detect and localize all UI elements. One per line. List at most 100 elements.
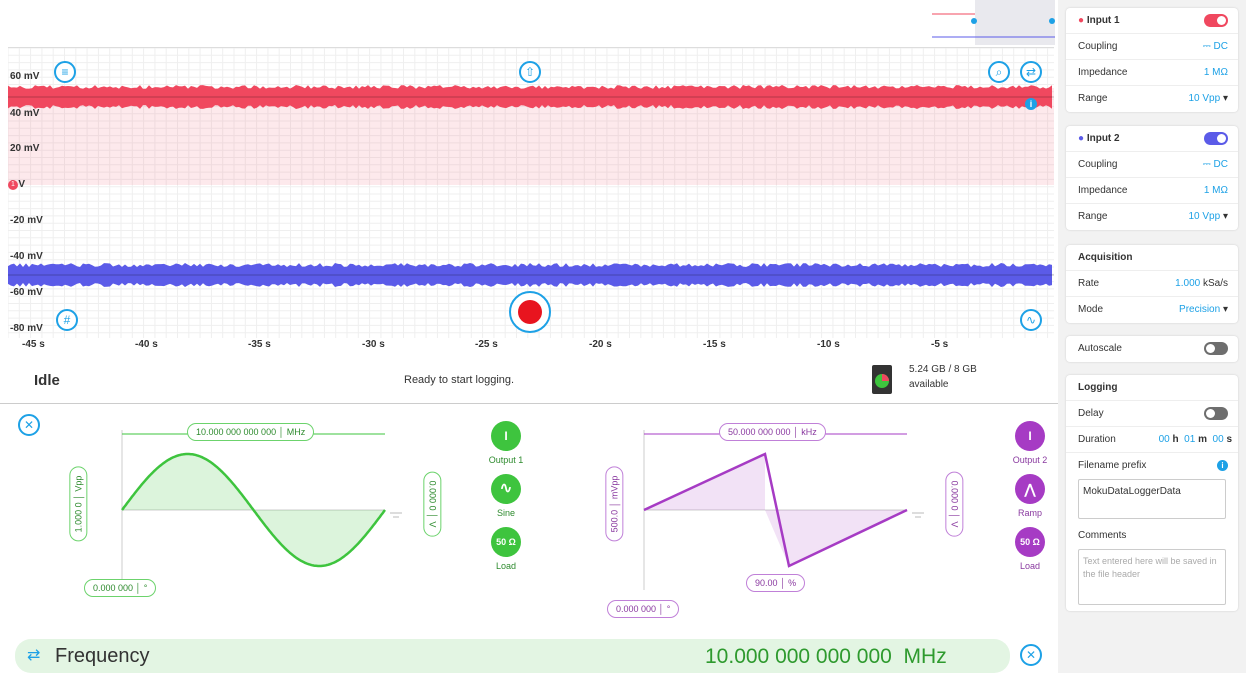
x-tick-label: -30 s	[362, 339, 385, 350]
input2-impedance-label: Impedance	[1078, 185, 1127, 196]
gen2-offset-pill[interactable]: 0.000 0 │ V	[945, 472, 963, 537]
input1-impedance-value[interactable]: 1 MΩ	[1204, 67, 1228, 78]
input1-impedance-label: Impedance	[1078, 67, 1127, 78]
waveform-generator-panel: ✕ 10.000 000 000 000 │ MHz 1.000 0 │ Vpp…	[0, 405, 1062, 635]
autoscale-toggle[interactable]	[1204, 342, 1228, 355]
autoscale-label: Autoscale	[1078, 343, 1122, 354]
y-tick-label: 40 mV	[10, 108, 39, 119]
gen1-amplitude-pill[interactable]: 1.000 0 │ Vpp	[69, 467, 87, 542]
prefix-label: Filename prefix	[1078, 460, 1146, 471]
output1-label: Output 1	[476, 455, 536, 465]
acquisition-card: Acquisition Rate 1.000 kSa/s Mode Precisio…	[1066, 245, 1238, 323]
input2-toggle[interactable]	[1204, 132, 1228, 145]
gen1-load-button[interactable]: 50 Ω	[491, 527, 521, 557]
input2-range-select[interactable]: 10 Vpp ▾	[1188, 211, 1228, 222]
x-tick-label: -45 s	[22, 339, 45, 350]
timebase-overview[interactable]	[930, 0, 1055, 45]
y-tick-label: -80 mV	[10, 323, 43, 334]
x-tick-label: -5 s	[931, 339, 948, 350]
gen2-frequency-pill[interactable]: 50.000 000 000 │ kHz	[719, 423, 826, 441]
gen1-waveform-label: Sine	[476, 508, 536, 518]
input2-impedance-value[interactable]: 1 MΩ	[1204, 185, 1228, 196]
input1-coupling-value[interactable]: ⎓ DC	[1203, 41, 1228, 52]
y-tick-label: 60 mV	[10, 71, 39, 82]
comments-label: Comments	[1078, 530, 1126, 541]
prefix-input[interactable]: MokuDataLoggerData	[1078, 479, 1226, 519]
x-tick-label: -10 s	[817, 339, 840, 350]
duration-label: Duration	[1078, 434, 1116, 445]
gen2-amplitude-pill[interactable]: 500.0 │ mVpp	[605, 467, 623, 542]
waveform-icon[interactable]: ∿	[1020, 309, 1042, 331]
comments-textarea[interactable]: Text entered here will be saved in the f…	[1078, 549, 1226, 605]
param-value[interactable]: 10.000 000 000 000 MHz	[705, 645, 947, 669]
y-tick-label: -40 mV	[10, 251, 43, 262]
grid-icon[interactable]: #	[56, 309, 78, 331]
gen1-offset-pill[interactable]: 0.000 0 │ V	[423, 472, 441, 537]
sine-wave-icon[interactable]: ∿	[491, 474, 521, 504]
rate-value[interactable]: 1.000 kSa/s	[1175, 278, 1228, 289]
input2-coupling-label: Coupling	[1078, 159, 1117, 170]
input1-range-select[interactable]: 10 Vpp ▾	[1188, 93, 1228, 104]
status-message: Ready to start logging.	[404, 374, 514, 386]
settings-panel: ● Input 1 Coupling ⎓ DC Impedance 1 MΩ Ran…	[1058, 0, 1246, 673]
input2-coupling-value[interactable]: ⎓ DC	[1203, 159, 1228, 170]
gen2-waveform-label: Ramp	[1000, 508, 1060, 518]
output2-toggle[interactable]: I	[1015, 421, 1045, 451]
storage-sub: available	[909, 379, 948, 390]
gen1-phase-pill[interactable]: 0.000 000 │ °	[84, 579, 156, 597]
menu-icon[interactable]: ≡	[54, 61, 76, 83]
delay-label: Delay	[1078, 408, 1104, 419]
logging-card: Logging Delay Duration 00 h 01 m 00 s Fi…	[1066, 375, 1238, 611]
zoom-icon[interactable]: ⌕	[988, 61, 1010, 83]
cloud-upload-icon[interactable]: ⇧	[519, 61, 541, 83]
mode-select[interactable]: Precision ▾	[1179, 304, 1228, 315]
gen2-preview	[632, 420, 932, 600]
autoscale-card: Autoscale	[1066, 336, 1238, 362]
param-label: Frequency	[55, 645, 150, 668]
input2-title: ● Input 2	[1078, 133, 1120, 144]
storage-value: 5.24 GB / 8 GB	[909, 364, 977, 375]
y-tick-label: -20 mV	[10, 215, 43, 226]
ramp-wave-icon[interactable]: ⋀	[1015, 474, 1045, 504]
rate-label: Rate	[1078, 278, 1099, 289]
mode-label: Mode	[1078, 304, 1103, 315]
x-tick-label: -40 s	[135, 339, 158, 350]
delay-toggle[interactable]	[1204, 407, 1228, 420]
record-button[interactable]	[509, 291, 551, 333]
y-tick-label: 20 mV	[10, 143, 39, 154]
output2-label: Output 2	[1000, 455, 1060, 465]
wrench-icon[interactable]: ✕	[1020, 644, 1042, 666]
x-tick-label: -20 s	[589, 339, 612, 350]
gen1-preview	[110, 420, 410, 600]
x-tick-label: -15 s	[703, 339, 726, 350]
x-tick-label: -25 s	[475, 339, 498, 350]
input1-title: ● Input 1	[1078, 15, 1120, 26]
input1-coupling-label: Coupling	[1078, 41, 1117, 52]
output1-toggle[interactable]: I	[491, 421, 521, 451]
input1-toggle[interactable]	[1204, 14, 1228, 27]
gen2-phase-pill[interactable]: 0.000 000 │ °	[607, 600, 679, 618]
acquisition-title: Acquisition	[1078, 252, 1132, 263]
status-bar: Idle Ready to start logging. 5.24 GB / 8…	[0, 360, 1062, 404]
x-tick-label: -35 s	[248, 339, 271, 350]
y-tick-label: -60 mV	[10, 287, 43, 298]
input2-card: ● Input 2 Coupling ⎓ DC Impedance 1 MΩ Ran…	[1066, 126, 1238, 230]
zero-marker[interactable]: 1	[8, 180, 18, 190]
gen2-load-button[interactable]: 50 Ω	[1015, 527, 1045, 557]
input2-range-label: Range	[1078, 211, 1107, 222]
status-state: Idle	[34, 372, 60, 389]
close-icon[interactable]: ✕	[18, 414, 40, 436]
input1-card: ● Input 1 Coupling ⎓ DC Impedance 1 MΩ Ran…	[1066, 8, 1238, 112]
parameter-bar[interactable]: ⇄ Frequency 10.000 000 000 000 MHz	[15, 639, 1010, 673]
gen2-load-label: Load	[1000, 561, 1060, 571]
gen2-symmetry-pill[interactable]: 90.00 │ %	[746, 574, 805, 592]
logging-title: Logging	[1078, 382, 1117, 393]
gen1-frequency-pill[interactable]: 10.000 000 000 000 │ MHz	[187, 423, 314, 441]
sd-card-icon	[872, 365, 892, 394]
prefix-info-icon[interactable]: i	[1217, 460, 1228, 471]
swap-param-icon[interactable]: ⇄	[27, 645, 40, 665]
info-icon[interactable]: i	[1025, 98, 1037, 110]
duration-value[interactable]: 00 h 01 m 00 s	[1159, 434, 1232, 445]
swap-icon[interactable]: ⇄	[1020, 61, 1042, 83]
input1-range-label: Range	[1078, 93, 1107, 104]
